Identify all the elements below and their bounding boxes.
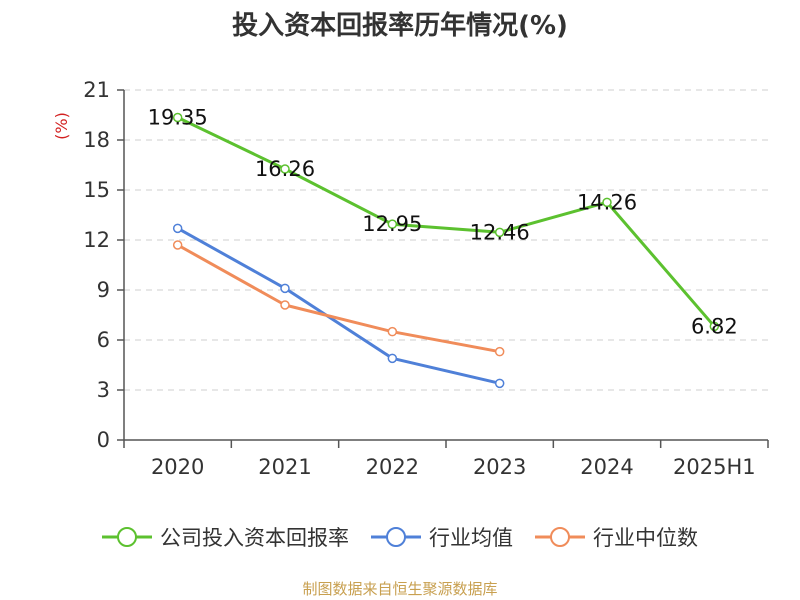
legend-marker bbox=[386, 527, 406, 547]
data-label: 19.35 bbox=[148, 106, 208, 130]
y-tick-label: 12 bbox=[83, 228, 110, 252]
data-point bbox=[172, 112, 183, 123]
x-tick-label: 2021 bbox=[258, 455, 311, 479]
data-source-note: 制图数据来自恒生聚源数据库 bbox=[302, 580, 497, 598]
x-tick-label: 2024 bbox=[580, 455, 633, 479]
y-tick-label: 0 bbox=[97, 428, 110, 452]
data-point bbox=[172, 223, 183, 234]
legend: 公司投入资本回报率 行业均值 行业中位数 bbox=[102, 526, 698, 550]
legend-label: 行业均值 bbox=[429, 526, 513, 550]
legend-item-2: 行业中位数 bbox=[535, 526, 698, 550]
y-tick-label: 18 bbox=[83, 128, 110, 152]
data-label: 12.95 bbox=[362, 212, 422, 236]
data-point bbox=[172, 240, 183, 250]
data-point bbox=[494, 227, 505, 238]
y-tick-label: 15 bbox=[83, 178, 110, 202]
grid-layer bbox=[124, 89, 768, 391]
x-tick-label: 2025H1 bbox=[673, 455, 756, 479]
series-line-1 bbox=[176, 226, 501, 385]
data-label-layer: 19.35 16.26 12.95 12.46 14.26 6.82 bbox=[148, 106, 738, 339]
y-axis-label: (%) bbox=[52, 112, 71, 140]
data-label: 6.82 bbox=[691, 314, 738, 338]
data-point bbox=[280, 300, 290, 310]
data-point bbox=[709, 321, 720, 332]
legend-item-0: 公司投入资本回报率 bbox=[102, 526, 349, 550]
legend-item-1: 行业均值 bbox=[371, 526, 513, 550]
y-tick-label: 9 bbox=[97, 278, 110, 302]
series-line-0 bbox=[177, 116, 716, 328]
x-tick-label: 2023 bbox=[473, 455, 526, 479]
axis-layer: 0 3 6 9 12 15 18 21 2020 2021 2022 2023 2024 2025H1 bbox=[83, 78, 769, 479]
y-tick-label: 21 bbox=[83, 78, 110, 102]
data-label: 16.26 bbox=[255, 157, 315, 181]
chart-title: 投入资本回报率历年情况(%) bbox=[232, 10, 568, 41]
x-tick-label: 2022 bbox=[366, 455, 419, 479]
legend-marker bbox=[550, 527, 570, 547]
data-point bbox=[387, 219, 398, 229]
data-point bbox=[387, 326, 398, 337]
y-tick-label: 6 bbox=[97, 328, 110, 352]
data-point bbox=[602, 197, 612, 208]
data-label: 12.46 bbox=[470, 220, 530, 244]
data-point bbox=[387, 353, 398, 364]
legend-marker bbox=[117, 527, 137, 547]
data-point bbox=[280, 164, 290, 174]
data-point bbox=[494, 346, 505, 357]
x-tick-label: 2020 bbox=[151, 455, 204, 479]
data-label: 14.26 bbox=[577, 190, 637, 214]
data-point bbox=[494, 378, 505, 389]
data-point bbox=[280, 283, 290, 294]
legend-label: 公司投入资本回报率 bbox=[160, 526, 349, 550]
series-layer bbox=[172, 112, 720, 389]
series-line-2 bbox=[176, 243, 500, 354]
y-tick-label: 3 bbox=[97, 378, 110, 402]
legend-label: 行业中位数 bbox=[593, 526, 698, 550]
